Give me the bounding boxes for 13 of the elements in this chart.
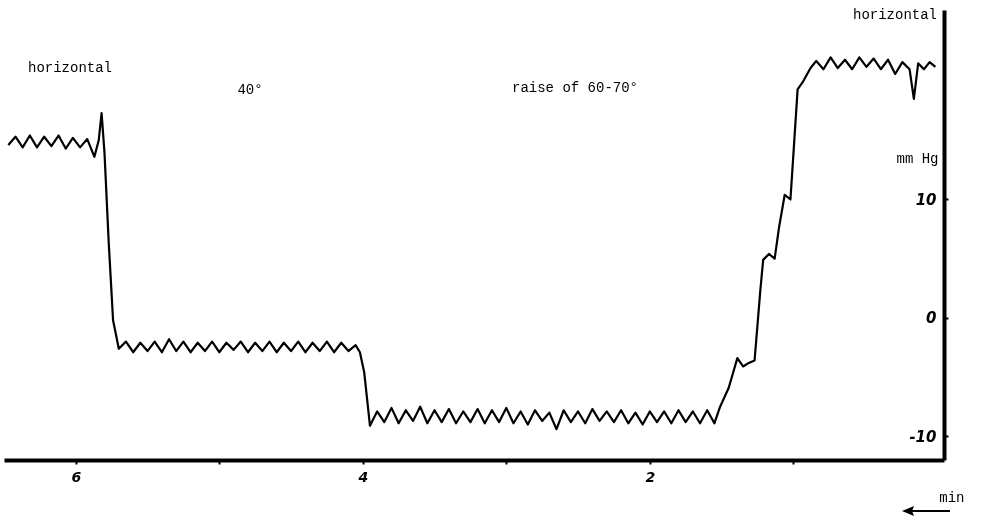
x-tick-label: 4 (357, 468, 369, 485)
y-tick-label: 0 (926, 309, 937, 328)
annotation: horizontal (852, 7, 938, 23)
line-series (7, 56, 937, 431)
annotation: raise of 60-70° (511, 80, 639, 96)
x-tick-label: 6 (71, 468, 82, 485)
annotation: horizontal (27, 60, 113, 76)
y-tick-label: -10 (909, 427, 937, 446)
x-axis-title: min (939, 489, 965, 506)
y-tick-label: 10 (915, 190, 937, 209)
annotation: 40° (237, 82, 263, 98)
y-axis-title: mm Hg (896, 150, 939, 167)
x-tick-label: 2 (645, 468, 656, 485)
